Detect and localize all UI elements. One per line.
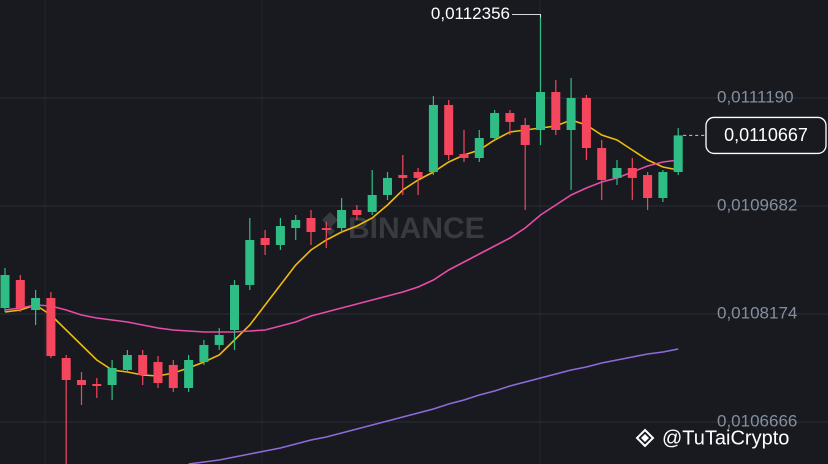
candle-body [199,344,209,363]
annotation-leader [512,13,541,18]
candle-body [31,297,41,311]
credit: @TuTaiCrypto [662,427,789,449]
candle-body [15,280,25,309]
plot: 0,0111190 0,0109682 0,0108174 0,0106666 0,01… [0,4,828,464]
last-price-label: 0,0110667 [724,125,808,145]
y-tick-label: 0,0111190 [717,87,794,106]
moving-average-line [4,119,679,377]
candle-body [352,209,362,215]
candle-body [61,358,71,380]
candle-body [107,367,117,386]
candle-body [673,135,683,173]
candle-body [92,384,102,387]
candle-body [0,275,10,309]
candle-body [612,168,622,178]
candle-body [459,153,469,158]
candle-body [474,138,484,158]
candle-body [168,364,178,389]
annotation-label: 0,0112356 [431,4,510,23]
y-tick-label: 0,0108174 [717,303,797,322]
candle-body [138,355,148,375]
candle-body [214,335,224,345]
candle-body [505,113,515,122]
moving-average-line [4,159,679,333]
candle-body [490,113,500,139]
last-price-box [705,116,827,155]
candle-body [122,355,132,370]
candle-body [597,148,607,180]
candle-body [46,297,56,357]
candle-body [77,379,86,386]
candle-body [306,217,316,232]
candle-body [230,284,239,331]
candle-body [337,209,347,229]
candle-body [551,92,561,130]
moving-average-line [188,348,679,464]
candle-body [260,237,270,245]
candle-body [428,104,438,173]
candle-body [627,168,637,178]
candle-body [153,362,163,384]
candle-body [321,228,331,230]
candle-body [245,239,255,285]
candle-body [413,172,423,178]
watermark: BINANCE [348,212,485,245]
y-tick-label: 0,0109682 [717,195,797,214]
candle-body [444,104,454,155]
candle-body [581,97,591,149]
candle-body [658,172,668,199]
candle-body [367,195,377,212]
candle-body [520,124,530,146]
candle-body [184,360,194,389]
candle-body [536,92,545,130]
candle-body [383,177,392,196]
candle-body [566,97,576,130]
candle-body [275,226,285,245]
y-tick-label: 0,0106666 [717,411,797,430]
candle-body [291,220,301,229]
candle-body [398,175,408,178]
candle-body [643,175,653,199]
credit-logo [635,428,655,448]
